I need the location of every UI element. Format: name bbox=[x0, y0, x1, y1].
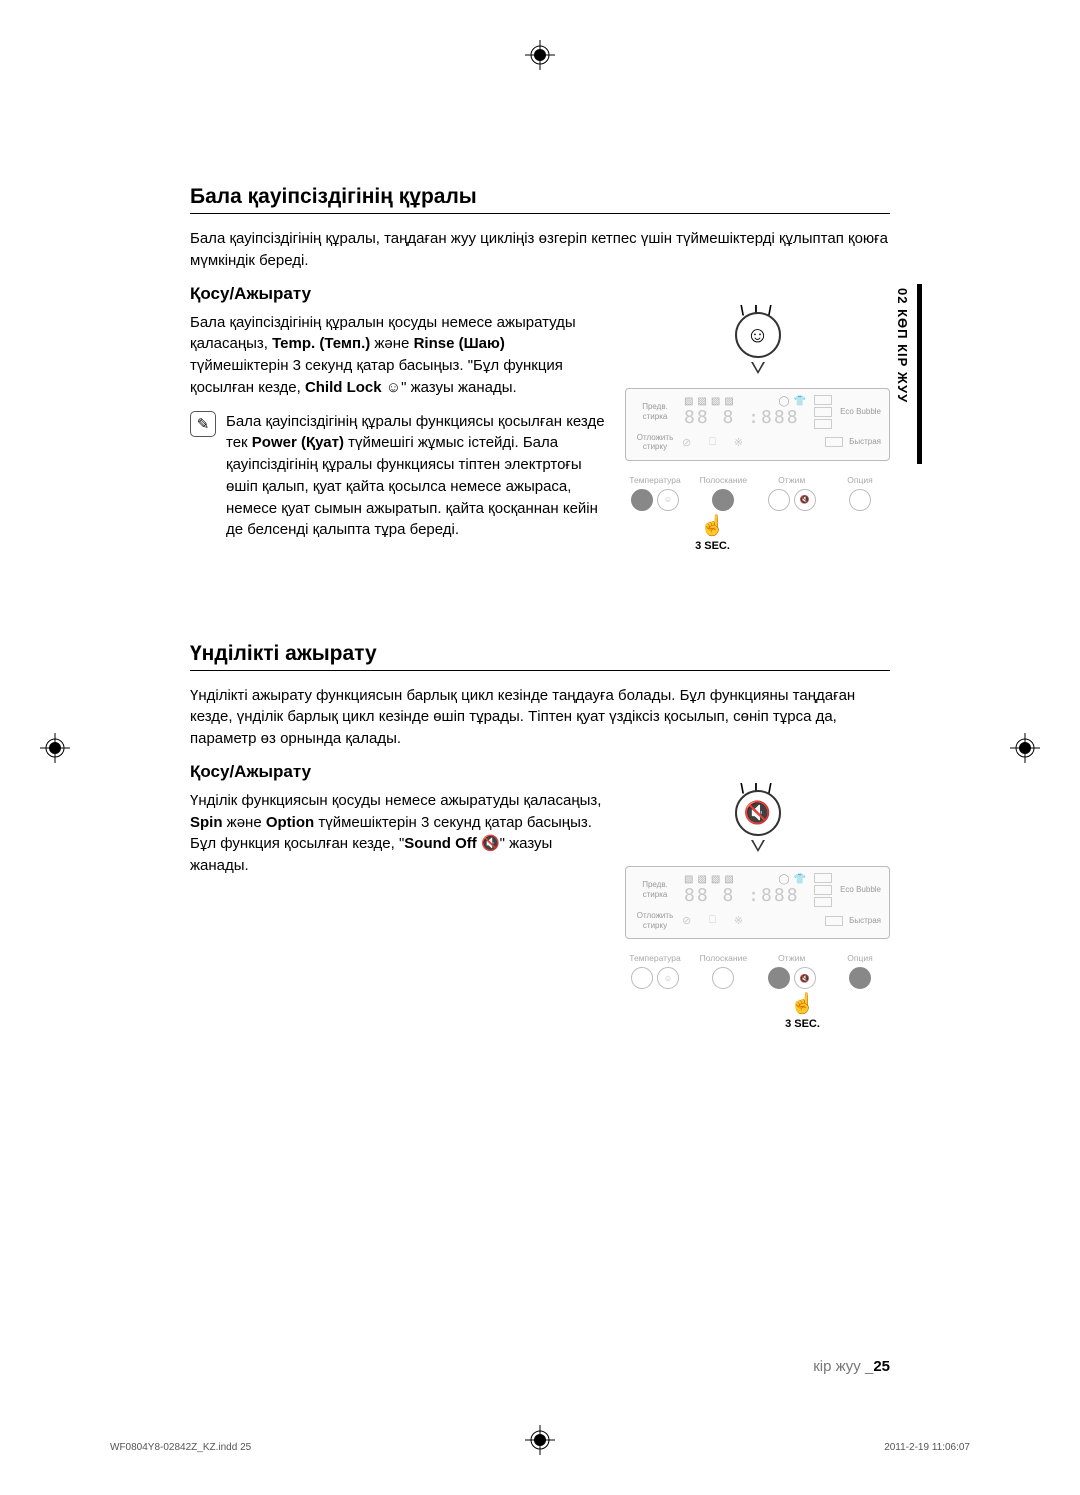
footer-num: 25 bbox=[873, 1358, 890, 1375]
t: Power (Қуат) bbox=[252, 434, 344, 451]
temp-button[interactable] bbox=[631, 489, 653, 511]
t: Sound Off bbox=[404, 835, 476, 852]
btn-label-option-2: Опция bbox=[847, 953, 872, 963]
print-info-right: 2011-2-19 11:06:07 bbox=[884, 1442, 970, 1453]
btn-label-option: Опция bbox=[847, 475, 872, 485]
section2-intro: Үнділікті ажырату функциясын барлық цикл… bbox=[190, 685, 890, 750]
callout-sound-off: \ | / 🔇 bbox=[718, 790, 798, 852]
btn-label-spin: Отжим bbox=[778, 475, 805, 485]
button-row-2: Температура ☺ Полоскание Отжим bbox=[625, 953, 890, 989]
t: Үнділік функциясын қосуды немесе ажырату… bbox=[190, 792, 601, 809]
rinse-button-2[interactable] bbox=[712, 967, 734, 989]
registration-mark-right bbox=[1010, 733, 1040, 763]
panel-label-delay: Отложить стирку bbox=[634, 433, 676, 452]
t: Option bbox=[266, 814, 314, 831]
panel-eco-2: Eco Bubble bbox=[840, 886, 881, 894]
btn-label-spin-2: Отжим bbox=[778, 953, 805, 963]
panel-fast-2: Быстрая bbox=[849, 917, 881, 925]
display-panel-2: Предв. стирка ▧▧▧▧◯👕 88 8 :888 Eco Bubbl… bbox=[625, 866, 890, 939]
t: Spin bbox=[190, 814, 223, 831]
panel-seg-display-2: 88 8 :888 bbox=[684, 885, 806, 906]
section1-title: Бала қауіпсіздігінің құралы bbox=[190, 185, 890, 214]
panel-label-delay-2: Отложить стирку bbox=[634, 911, 676, 930]
callout-child-lock: \ | / ☺ bbox=[718, 312, 798, 374]
sec-label-1: 3 SEC. bbox=[535, 540, 890, 552]
rinse-button[interactable] bbox=[712, 489, 734, 511]
footer-label: кір жуу _ bbox=[813, 1358, 873, 1375]
t: Child Lock bbox=[305, 379, 382, 396]
option-button[interactable] bbox=[849, 489, 871, 511]
footer-page: кір жуу _25 bbox=[813, 1358, 890, 1375]
section2-para1: Үнділік функциясын қосуды немесе ажырату… bbox=[190, 790, 605, 877]
registration-mark-top bbox=[525, 40, 555, 70]
section2-subhead: Қосу/Ажырату bbox=[190, 762, 890, 782]
print-info-left: WF0804Y8-02842Z_KZ.indd 25 bbox=[110, 1442, 251, 1453]
panel-fast: Быстрая bbox=[849, 438, 881, 446]
spin-button[interactable] bbox=[768, 489, 790, 511]
btn-label-rinse-2: Полоскание bbox=[700, 953, 748, 963]
t: және bbox=[370, 335, 413, 352]
spin-indicator: 🔇 bbox=[794, 489, 816, 511]
display-panel: Предв. стирка ▧▧▧▧◯👕 88 8 :888 Eco Bubbl… bbox=[625, 388, 890, 461]
sound-off-icon: 🔇 bbox=[735, 790, 781, 836]
side-tab-bar bbox=[917, 284, 922, 464]
note-icon: ✎ bbox=[190, 411, 216, 437]
registration-mark-bottom bbox=[525, 1425, 555, 1455]
section1-para1: Бала қауіпсіздігінің құралын қосуды неме… bbox=[190, 312, 605, 399]
spin-indicator-2: 🔇 bbox=[794, 967, 816, 989]
t: және bbox=[223, 814, 266, 831]
t: ☺" жазуы жанады. bbox=[382, 379, 517, 396]
temp-button-2[interactable] bbox=[631, 967, 653, 989]
temp-indicator: ☺ bbox=[657, 489, 679, 511]
btn-label-temp-2: Температура bbox=[629, 953, 680, 963]
t: Temp. (Темп.) bbox=[272, 335, 370, 352]
panel-seg-display: 88 8 :888 bbox=[684, 407, 806, 428]
child-lock-icon: ☺ bbox=[735, 312, 781, 358]
button-row: Температура ☺ Полоскание Отжим bbox=[625, 475, 890, 511]
t: Rinse (Шаю) bbox=[414, 335, 505, 352]
section2-title: Үнділікті ажырату bbox=[190, 642, 890, 671]
side-tab-label: 02 КӨП КІР ЖУУ bbox=[895, 288, 910, 403]
registration-mark-left bbox=[40, 733, 70, 763]
hand-pointer-icon: ☝ bbox=[535, 513, 890, 538]
panel-label-prewash: Предв. стирка bbox=[634, 402, 676, 421]
sec-label-2: 3 SEC. bbox=[715, 1018, 890, 1030]
temp-indicator-2: ☺ bbox=[657, 967, 679, 989]
section1-intro: Бала қауіпсіздігінің құралы, таңдаған жу… bbox=[190, 228, 890, 272]
option-button-2[interactable] bbox=[849, 967, 871, 989]
btn-label-temp: Температура bbox=[629, 475, 680, 485]
panel-eco: Eco Bubble bbox=[840, 408, 881, 416]
btn-label-rinse: Полоскание bbox=[700, 475, 748, 485]
panel-label-prewash-2: Предв. стирка bbox=[634, 880, 676, 899]
section1-subhead: Қосу/Ажырату bbox=[190, 284, 890, 304]
spin-button-2[interactable] bbox=[768, 967, 790, 989]
hand-pointer-icon-2: ☝ bbox=[715, 991, 890, 1016]
